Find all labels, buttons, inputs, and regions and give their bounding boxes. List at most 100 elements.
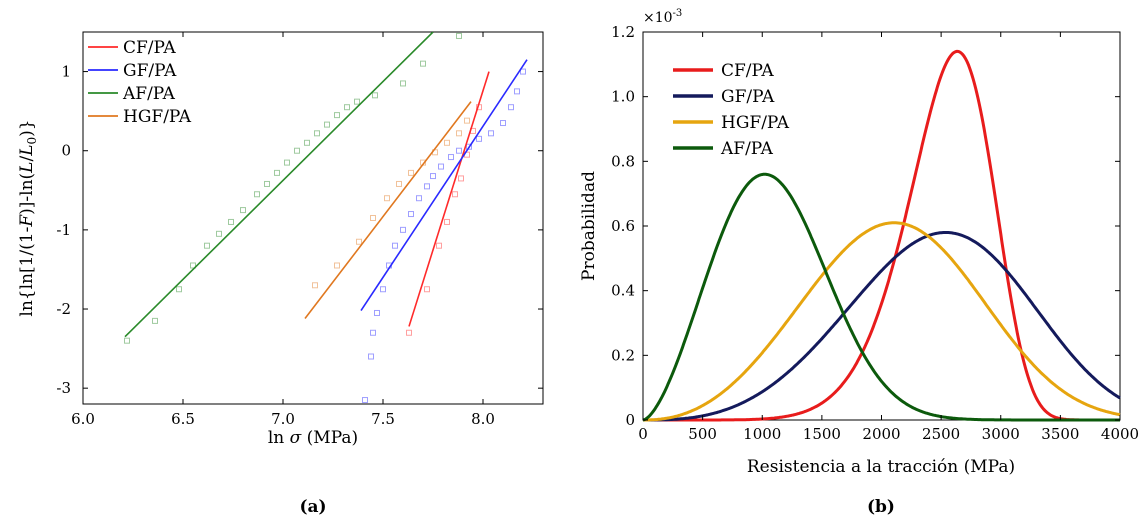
point-af-pa: [456, 32, 462, 39]
point-hgf-pa: [456, 130, 462, 137]
point-hgf-pa: [444, 139, 450, 146]
y-tick-label: 0.6: [611, 217, 635, 235]
x-tick-label: 2000: [862, 425, 900, 443]
panel-b-caption: (b): [867, 497, 895, 517]
point-cf-pa: [452, 191, 458, 198]
panel-a-x-axis-label: ln σ (MPa): [268, 428, 358, 448]
point-af-pa: [324, 121, 330, 128]
panel-b-curves: [642, 49, 1121, 422]
y-tick-label: -1: [56, 221, 71, 239]
panel-a-ticks: 6.0 6.5 7.0 7.5 8.0 1 0 -1 -2 -3: [56, 32, 543, 428]
panel-a-fit-lines: [124, 32, 528, 338]
point-cf-pa: [436, 242, 442, 249]
point-af-pa: [274, 169, 280, 176]
x-tick-label: 3000: [982, 425, 1020, 443]
fit-line-cf-pa: [408, 71, 490, 327]
point-cf-pa: [458, 175, 464, 182]
point-gf-pa: [368, 353, 374, 360]
point-gf-pa: [380, 286, 386, 293]
point-af-pa: [216, 230, 222, 237]
point-af-pa: [176, 286, 182, 293]
point-hgf-pa: [408, 169, 414, 176]
panel-b-probability-plot: 0 500 1000 1500 2000 2500 3000 3500 4000 0 0.2 0.4 0…: [579, 8, 1139, 517]
point-af-pa: [284, 159, 290, 166]
point-hgf-pa: [384, 195, 390, 202]
point-hgf-pa: [356, 238, 362, 245]
point-gf-pa: [448, 154, 454, 161]
y-tick-label: 0: [625, 411, 635, 429]
point-af-pa: [372, 92, 378, 99]
x-tick-label: 4000: [1101, 425, 1139, 443]
point-hgf-pa: [464, 117, 470, 124]
x-tick-label: 1000: [743, 425, 781, 443]
point-af-pa: [204, 242, 210, 249]
y-tick-label: 1.0: [611, 88, 635, 106]
legend-label: CF/PA: [123, 38, 176, 58]
panel-a-points: [124, 32, 526, 404]
point-af-pa: [344, 104, 350, 111]
x-tick-label: 1500: [803, 425, 841, 443]
point-af-pa: [294, 147, 300, 154]
point-af-pa: [400, 80, 406, 87]
y-tick-label: 1: [61, 63, 71, 81]
curve-cf-pa: [643, 49, 1120, 422]
point-gf-pa: [362, 397, 368, 404]
panel-a-caption: (a): [299, 497, 326, 517]
x-tick-label: 500: [688, 425, 717, 443]
point-gf-pa: [500, 120, 506, 127]
point-cf-pa: [406, 329, 412, 336]
legend-label: GF/PA: [123, 61, 177, 81]
point-gf-pa: [408, 211, 414, 218]
point-gf-pa: [514, 88, 520, 95]
point-gf-pa: [520, 68, 526, 75]
x-tick-label: 6.5: [171, 410, 195, 428]
legend-label: HGF/PA: [721, 113, 790, 133]
point-hgf-pa: [312, 282, 318, 289]
point-hgf-pa: [370, 215, 376, 221]
panel-b-ticks: 0 500 1000 1500 2000 2500 3000 3500 4000 0 0.2 0.4 0…: [611, 23, 1139, 443]
panel-a-y-axis-label: ln{ln[1/(1-F)]-ln(L/L0)}: [17, 119, 39, 316]
panel-b-x-axis-label: Resistencia a la tracción (MPa): [747, 457, 1015, 477]
point-gf-pa: [400, 226, 406, 233]
curve-gf-pa: [643, 231, 1121, 422]
fit-line-hgf-pa: [304, 101, 472, 320]
curve-af-pa: [642, 172, 1120, 422]
panel-b-scale-note: ×10-3: [643, 8, 682, 26]
point-gf-pa: [392, 242, 398, 249]
x-tick-label: 7.5: [371, 410, 395, 428]
panel-a-legend: CF/PA GF/PA AF/PA HGF/PA: [88, 38, 192, 127]
legend-label: GF/PA: [721, 87, 775, 107]
panel-a-weibull-plot: 6.0 6.5 7.0 7.5 8.0 1 0 -1 -2 -3 CF/PA GF/PA AF/PA H…: [17, 31, 544, 517]
point-af-pa: [152, 317, 158, 324]
fit-line-gf-pa: [360, 59, 528, 312]
point-gf-pa: [416, 195, 422, 202]
x-tick-label: 3500: [1041, 425, 1079, 443]
point-cf-pa: [424, 286, 430, 293]
point-af-pa: [420, 60, 426, 67]
x-tick-label: 2500: [922, 425, 960, 443]
point-gf-pa: [456, 147, 462, 154]
legend-label: AF/PA: [720, 139, 774, 159]
point-af-pa: [240, 207, 246, 214]
x-tick-label: 8.0: [471, 410, 495, 428]
point-af-pa: [254, 191, 260, 198]
point-af-pa: [354, 98, 360, 105]
point-af-pa: [264, 180, 270, 187]
y-tick-label: 0: [61, 142, 71, 160]
y-tick-label: -3: [56, 379, 71, 397]
x-tick-label: 0: [638, 425, 648, 443]
legend-label: AF/PA: [122, 84, 176, 104]
y-tick-label: -2: [56, 300, 71, 318]
point-af-pa: [334, 112, 340, 119]
point-gf-pa: [466, 143, 472, 150]
y-tick-label: 0.8: [611, 152, 635, 170]
point-gf-pa: [508, 104, 514, 111]
fit-line-af-pa: [124, 32, 434, 338]
point-cf-pa: [444, 218, 450, 225]
point-gf-pa: [430, 173, 436, 180]
x-tick-label: 6.0: [71, 410, 95, 428]
point-af-pa: [304, 139, 310, 146]
x-tick-label: 7.0: [271, 410, 295, 428]
legend-label: CF/PA: [721, 61, 774, 81]
